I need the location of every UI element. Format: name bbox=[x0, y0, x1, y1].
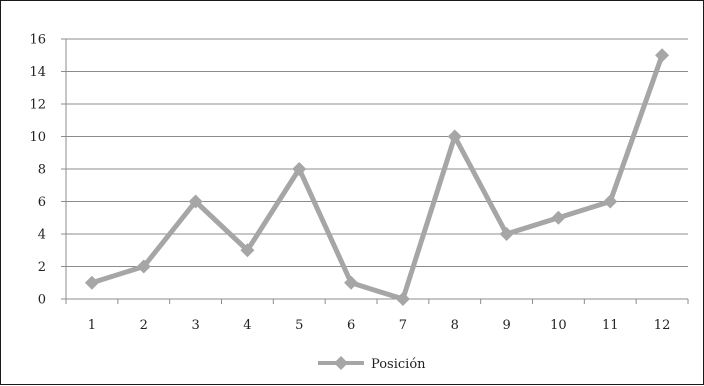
y-tick-label: 12 bbox=[29, 98, 46, 113]
data-point-marker bbox=[655, 48, 670, 63]
data-point-marker bbox=[447, 129, 462, 144]
data-point-marker bbox=[603, 194, 618, 209]
x-tick-label: 5 bbox=[295, 318, 303, 333]
x-tick-label: 3 bbox=[191, 318, 199, 333]
x-tick-label: 4 bbox=[243, 318, 251, 333]
data-point-marker bbox=[292, 162, 307, 176]
x-tick-label: 8 bbox=[451, 318, 459, 333]
x-tick-label: 6 bbox=[347, 318, 355, 333]
x-tick-label: 11 bbox=[602, 318, 619, 333]
y-tick-label: 2 bbox=[38, 260, 46, 275]
y-tick-label: 0 bbox=[38, 293, 46, 308]
series-layer bbox=[84, 48, 670, 306]
legend-marker-swatch bbox=[334, 356, 348, 370]
data-point-marker bbox=[499, 227, 514, 241]
x-tick-label: 7 bbox=[399, 318, 407, 333]
x-tick-label: 1 bbox=[88, 318, 96, 333]
data-point-marker bbox=[188, 194, 203, 209]
series-line bbox=[89, 52, 665, 302]
legend-label: Posición bbox=[371, 357, 426, 372]
gridlines bbox=[66, 38, 688, 267]
y-tick-label: 16 bbox=[29, 33, 46, 48]
legend: Posición bbox=[318, 356, 426, 372]
y-tick-label: 8 bbox=[38, 163, 46, 178]
y-tick-label: 14 bbox=[29, 65, 46, 80]
y-axis-ticks: 0 2 4 6 8 10 12 14 16 bbox=[29, 33, 66, 308]
data-point-marker bbox=[551, 210, 566, 225]
y-tick-label: 6 bbox=[38, 195, 46, 210]
y-tick-label: 4 bbox=[38, 228, 46, 243]
x-tick-label: 2 bbox=[140, 318, 148, 333]
x-tick-label: 10 bbox=[550, 318, 567, 333]
data-point-marker bbox=[344, 275, 359, 290]
data-point-marker bbox=[84, 275, 99, 290]
x-axis-ticks: 1 2 3 4 5 6 7 8 9 10 11 12 bbox=[65, 299, 689, 333]
x-tick-label: 9 bbox=[502, 318, 510, 333]
y-tick-label: 10 bbox=[29, 130, 46, 145]
data-point-marker bbox=[136, 259, 151, 274]
data-point-marker bbox=[240, 243, 255, 258]
data-point-marker bbox=[395, 292, 410, 306]
x-tick-label: 12 bbox=[654, 318, 671, 333]
